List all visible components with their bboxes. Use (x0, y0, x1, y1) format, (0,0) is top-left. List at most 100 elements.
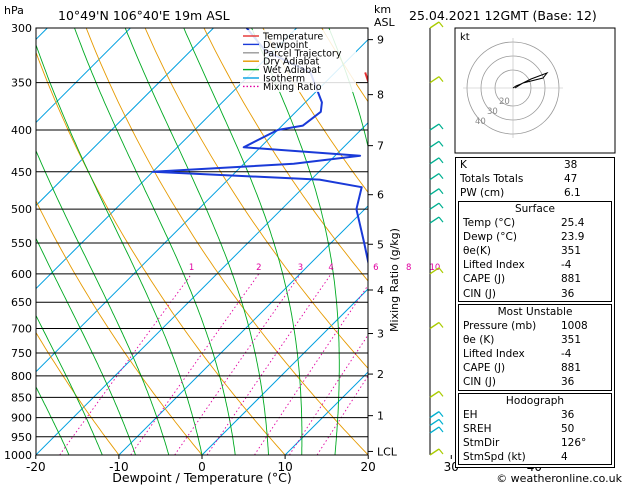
row-value: 881 (561, 272, 605, 286)
wind-barbs (430, 22, 443, 455)
dry-adiabat-line (86, 28, 368, 455)
x-axis-label: Dewpoint / Temperature (°C) (112, 470, 291, 485)
mixing-ratio-label: 2 (256, 263, 261, 273)
hodograph-ring-label: 20 (499, 97, 510, 107)
wind-barb (430, 174, 439, 180)
table-row: StmSpd (kt)4 (459, 450, 611, 464)
wind-barb-flag (439, 323, 443, 328)
wind-barb-flag (439, 141, 443, 146)
row-value: 351 (561, 333, 605, 347)
wind-barb (430, 217, 439, 223)
pressure-tick-label: 700 (11, 323, 32, 336)
row-value: 881 (561, 361, 605, 375)
wind-barb (430, 412, 439, 418)
wet-adiabat-line (30, 28, 202, 455)
hodograph-frame (455, 28, 615, 153)
pressure-tick-label: 400 (11, 124, 32, 137)
wind-barb (430, 203, 439, 209)
row-value: 38 (564, 158, 608, 172)
km-tick-label: 7 (377, 140, 384, 153)
wind-barb-flag (439, 419, 443, 424)
pressure-tick-label: 750 (11, 347, 32, 360)
footer-credit: © weatheronline.co.uk (496, 472, 622, 485)
wind-barb-flag (439, 427, 443, 432)
row-value: 4 (561, 450, 605, 464)
row-label: K (460, 158, 467, 172)
pressure-tick-label: 450 (11, 166, 32, 179)
dry-adiabat-line (616, 28, 629, 455)
row-label: θe (K) (463, 333, 494, 347)
mixing-ratio-label: 8 (406, 263, 411, 273)
table-row: θe(K) 351 (459, 244, 611, 258)
row-label: SREH (463, 422, 492, 436)
pressure-tick-label: 800 (11, 370, 32, 383)
pressure-tick-label: 950 (11, 431, 32, 444)
mixing-ratio-axis-label: Mixing Ratio (g/kg) (388, 228, 401, 332)
wind-barb-flag (439, 391, 443, 396)
wind-barb-flag (439, 189, 443, 194)
wind-barb (430, 449, 439, 455)
table-row: θe (K) 351 (459, 333, 611, 347)
km-tick-label: 8 (377, 89, 384, 102)
row-value: 6.1 (564, 186, 608, 200)
km-tick-label: 6 (377, 189, 384, 202)
wind-barb (430, 391, 439, 397)
row-value: 36 (561, 375, 605, 389)
wind-barb-flag (439, 124, 443, 129)
row-value: 36 (561, 408, 605, 422)
km-tick-label: 3 (377, 328, 384, 341)
row-value: -4 (561, 347, 605, 361)
row-label: CIN (J) (463, 375, 496, 389)
wind-barb-flag (439, 203, 443, 208)
hodograph-unit-label: kt (460, 32, 470, 43)
pressure-tick-label: 850 (11, 391, 32, 404)
km-tick-label: 4 (377, 284, 384, 297)
wind-barb-flag (439, 158, 443, 163)
pressure-tick-label: 350 (11, 77, 32, 90)
wind-barb (430, 141, 439, 147)
row-value: 351 (561, 244, 605, 258)
pressure-tick-label: 300 (11, 22, 32, 35)
row-value: 36 (561, 287, 605, 301)
isotherm-line (0, 28, 214, 455)
mixing-ratio-label: 3 (298, 263, 303, 273)
wind-barb (430, 77, 439, 83)
pressure-tick-label: 600 (11, 268, 32, 281)
table-row: PW (cm)6.1 (456, 186, 614, 200)
pressure-tick-label: 900 (11, 412, 32, 425)
row-label: CIN (J) (463, 287, 496, 301)
wind-barb (430, 427, 439, 433)
row-value: 47 (564, 172, 608, 186)
pressure-tick-label: 650 (11, 296, 32, 309)
table-row: K 38 (456, 158, 614, 172)
most-unstable-section: Most Unstable Pressure (mb) 1008 θe (K) 351… (458, 304, 612, 391)
row-value: 1008 (561, 319, 605, 333)
row-label: θe(K) (463, 244, 491, 258)
wind-barb (430, 419, 439, 425)
table-row: CAPE (J) 881 (459, 272, 611, 286)
row-value: 25.4 (561, 216, 605, 230)
row-value: 126° (561, 436, 605, 450)
km-tick-label: 9 (377, 34, 384, 47)
row-label: Temp (°C) (463, 216, 515, 230)
hodograph-ring-label: 30 (487, 107, 498, 117)
row-label: Lifted Index (463, 258, 525, 272)
x-tick-label: -20 (26, 460, 46, 474)
most-unstable-title: Most Unstable (459, 305, 611, 319)
wind-barb-flag (439, 449, 443, 454)
wind-barb-flag (439, 77, 443, 82)
table-row: CAPE (J)881 (459, 361, 611, 375)
row-label: CAPE (J) (463, 272, 505, 286)
mixing-ratio-label: 1 (189, 263, 194, 273)
row-label: Pressure (mb) (463, 319, 536, 333)
